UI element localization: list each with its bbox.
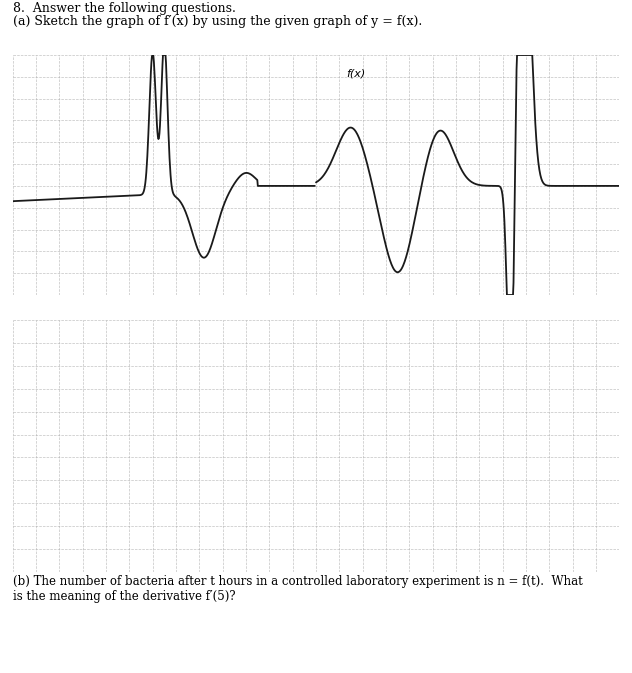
Text: 8.  Answer the following questions.: 8. Answer the following questions. [13, 2, 236, 15]
Text: f(x): f(x) [346, 69, 365, 79]
Text: (a) Sketch the graph of f′(x) by using the given graph of y = f(x).: (a) Sketch the graph of f′(x) by using t… [13, 15, 422, 28]
Text: (b) The number of bacteria after t hours in a controlled laboratory experiment i: (b) The number of bacteria after t hours… [13, 575, 583, 604]
